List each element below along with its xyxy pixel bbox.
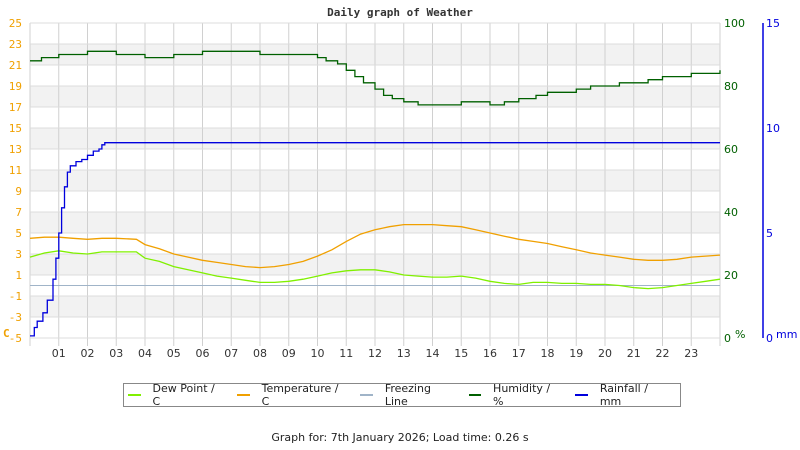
svg-text:19: 19 (569, 347, 583, 360)
series-humidity (30, 50, 721, 106)
series-temperature-c (29, 223, 721, 269)
svg-text:11: 11 (339, 347, 353, 360)
svg-text:25: 25 (9, 17, 22, 30)
svg-text:09: 09 (282, 347, 296, 360)
humidity-unit-label: % (735, 328, 745, 341)
hour-axis-ticks: 01 02 03 04 05 06 07 08 09 10 11 12 13 14 15 16 17 18 19 20… (52, 347, 699, 360)
legend-swatch-dew-point (128, 394, 141, 396)
svg-text:08: 08 (253, 347, 267, 360)
legend-item-rainfall: Rainfall / mm (575, 382, 670, 408)
humidity-axis-ticks: 100 80 60 40 20 0 (724, 17, 745, 345)
svg-text:04: 04 (138, 347, 152, 360)
legend-item-freezing-line: Freezing Line (360, 382, 454, 408)
svg-text:15: 15 (766, 17, 780, 30)
chart-title: Daily graph of Weather (327, 6, 473, 19)
svg-text:01: 01 (52, 347, 66, 360)
svg-text:5: 5 (766, 227, 773, 240)
svg-text:3: 3 (15, 248, 22, 261)
svg-text:14: 14 (426, 347, 440, 360)
svg-text:1: 1 (15, 269, 22, 282)
svg-text:17: 17 (9, 101, 22, 114)
legend-swatch-humidity (468, 394, 482, 396)
svg-text:0: 0 (724, 332, 731, 345)
svg-text:0: 0 (766, 332, 773, 345)
legend-label-temperature: Temperature / C (261, 382, 339, 408)
weather-chart: Daily graph of Weather 25232119171513119… (3, 6, 797, 360)
legend-swatch-temperature (237, 394, 250, 396)
svg-text:15: 15 (454, 347, 468, 360)
svg-text:20: 20 (724, 269, 738, 282)
svg-text:10: 10 (311, 347, 325, 360)
legend-swatch-rainfall (575, 394, 588, 396)
svg-text:11: 11 (9, 164, 22, 177)
temperature-axis-ticks: 25 23 21 19 17 15 13 11 9 7 5 3 1 -1 -3 -5 (9, 17, 22, 345)
legend-item-temperature: Temperature / C (237, 382, 346, 408)
svg-text:17: 17 (512, 347, 526, 360)
graph-footer: Graph for: 7th January 2026; Load time: … (271, 431, 529, 444)
svg-text:23: 23 (684, 347, 698, 360)
svg-text:03: 03 (109, 347, 123, 360)
svg-text:-1: -1 (9, 290, 22, 303)
svg-text:60: 60 (724, 143, 738, 156)
svg-text:13: 13 (397, 347, 411, 360)
svg-text:16: 16 (483, 347, 497, 360)
svg-text:22: 22 (656, 347, 670, 360)
svg-text:7: 7 (15, 206, 22, 219)
svg-text:100: 100 (724, 17, 745, 30)
series-rainfall-mm (30, 142, 720, 337)
legend-label-humidity: Humidity / % (493, 382, 551, 408)
data-series (29, 50, 721, 337)
svg-text:20: 20 (598, 347, 612, 360)
temperature-unit-label: C (3, 327, 10, 340)
legend-item-dew-point: Dew Point / C (128, 382, 223, 408)
chart-legend: Dew Point / C Temperature / C Freezing L… (123, 382, 681, 408)
svg-text:05: 05 (167, 347, 181, 360)
svg-text:21: 21 (627, 347, 641, 360)
legend-item-humidity: Humidity / % (468, 382, 562, 408)
svg-text:21: 21 (9, 59, 22, 72)
svg-text:06: 06 (196, 347, 210, 360)
svg-text:80: 80 (724, 80, 738, 93)
rainfall-unit-label: mm (776, 328, 797, 341)
legend-label-freezing-line: Freezing Line (384, 382, 431, 408)
svg-text:18: 18 (541, 347, 555, 360)
rainfall-axis-ticks: 15 10 5 0 (766, 17, 780, 345)
legend-swatch-freezing-line (360, 394, 373, 396)
svg-text:07: 07 (224, 347, 238, 360)
series-dew-point-c (29, 250, 721, 290)
svg-text:40: 40 (724, 206, 738, 219)
svg-text:13: 13 (9, 143, 22, 156)
svg-text:19: 19 (9, 80, 22, 93)
svg-text:9: 9 (15, 185, 22, 198)
svg-text:15: 15 (9, 122, 22, 135)
svg-text:02: 02 (81, 347, 95, 360)
svg-text:12: 12 (368, 347, 382, 360)
legend-label-dew-point: Dew Point / C (152, 382, 215, 408)
svg-text:23: 23 (9, 38, 22, 51)
svg-text:-5: -5 (9, 332, 22, 345)
horizontal-gridlines (30, 22, 720, 339)
svg-text:5: 5 (15, 227, 22, 240)
svg-text:-3: -3 (9, 311, 22, 324)
svg-text:10: 10 (766, 122, 780, 135)
legend-label-rainfall: Rainfall / mm (599, 382, 648, 408)
